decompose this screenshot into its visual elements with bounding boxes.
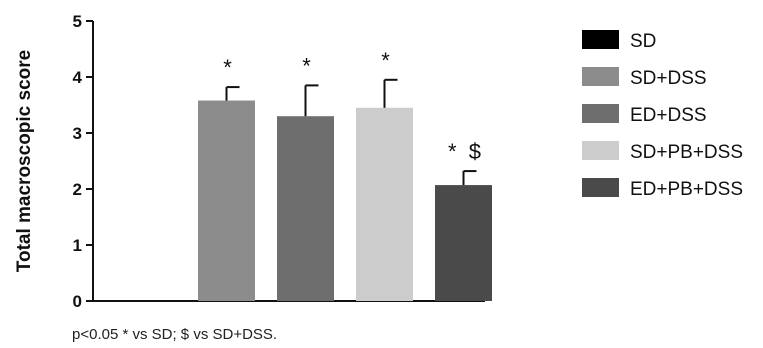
y-tick-label: 4	[73, 68, 83, 87]
legend-swatch	[582, 30, 619, 49]
significance-label: *	[381, 48, 390, 73]
chart-axes: 0 1 2 3 4 5 Total macroscopic score	[14, 12, 485, 311]
y-tick-label: 3	[73, 124, 82, 143]
y-tick-label: 5	[73, 12, 82, 31]
legend-swatch	[582, 104, 619, 123]
bar	[435, 185, 492, 301]
chart-bars: * * * * $	[198, 48, 492, 302]
bar	[356, 107, 413, 301]
bar	[198, 100, 255, 302]
y-tick-label: 1	[73, 236, 82, 255]
legend-swatch	[582, 178, 619, 197]
chart-footnote: p<0.05 * vs SD; $ vs SD+DSS.	[72, 326, 278, 343]
legend-label: ED+DSS	[630, 105, 707, 126]
y-axis-label: Total macroscopic score	[14, 50, 35, 272]
chart-legend: SD SD+DSS ED+DSS SD+PB+DSS ED+PB+DSS	[582, 30, 743, 200]
legend-label: SD	[630, 31, 656, 52]
legend-label: ED+PB+DSS	[630, 179, 743, 200]
y-tick-label: 0	[73, 292, 82, 311]
y-tick-label: 2	[73, 180, 82, 199]
bar	[277, 116, 334, 301]
significance-label: *	[302, 53, 311, 78]
significance-label: *	[223, 55, 232, 80]
significance-label: * $	[448, 139, 481, 164]
legend-swatch	[582, 67, 619, 86]
legend-swatch	[582, 141, 619, 160]
legend-label: SD+DSS	[630, 68, 707, 89]
legend-label: SD+PB+DSS	[630, 142, 743, 163]
